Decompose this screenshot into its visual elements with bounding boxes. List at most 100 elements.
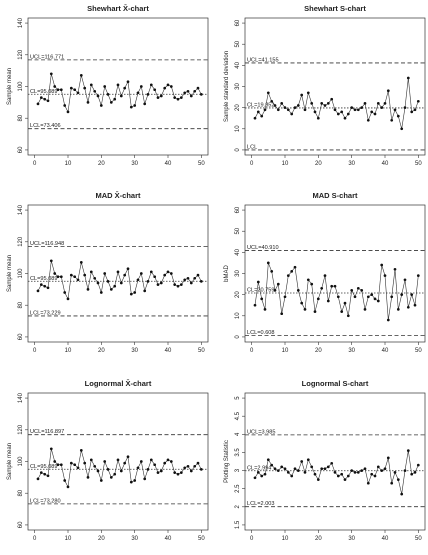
x-tick-label: 0 xyxy=(250,348,254,354)
chart-panel-4: MAD S-chart bMAD 0 10 20 30 40 50 60 0 10 20 30 40 50 U… xyxy=(224,191,426,354)
y-tick-label: 60 xyxy=(235,19,241,26)
center-label: CL=2.994 xyxy=(247,465,271,471)
data-point xyxy=(320,102,324,105)
x-tick-label: 0 xyxy=(33,348,37,354)
data-point xyxy=(333,471,337,474)
x-tick-label: 10 xyxy=(282,161,289,167)
x-tick-label: 50 xyxy=(198,348,205,354)
x-tick-label: 40 xyxy=(165,348,172,354)
data-point xyxy=(63,291,67,294)
data-point xyxy=(383,102,387,105)
data-point xyxy=(413,303,417,307)
data-point xyxy=(406,76,410,80)
data-point xyxy=(340,472,344,476)
data-point xyxy=(199,93,203,96)
data-point xyxy=(386,456,390,460)
data-point xyxy=(353,295,357,299)
data-point xyxy=(406,449,410,452)
data-point xyxy=(363,102,367,105)
data-point xyxy=(39,96,43,99)
data-point xyxy=(393,108,397,112)
data-point xyxy=(280,465,284,469)
data-point xyxy=(283,106,287,109)
data-point xyxy=(393,471,397,474)
y-axis-label: bMAD xyxy=(224,264,230,281)
y-tick-label: 4.5 xyxy=(235,411,241,420)
data-point xyxy=(273,467,277,471)
data-point xyxy=(346,474,350,478)
data-point xyxy=(266,261,270,265)
ucl-label: UCL=40.910 xyxy=(247,245,279,251)
data-point xyxy=(133,291,137,294)
data-point xyxy=(36,477,40,481)
y-tick-label: 60 xyxy=(18,333,24,340)
data-point xyxy=(129,105,133,109)
data-point xyxy=(336,474,340,478)
data-point xyxy=(293,265,297,269)
data-point xyxy=(196,86,200,90)
data-point xyxy=(106,280,110,283)
chart-title: Lognormal X̄-chart xyxy=(85,379,152,388)
data-point xyxy=(366,481,370,485)
data-point xyxy=(323,104,327,107)
x-tick-label: 10 xyxy=(282,536,289,542)
data-point xyxy=(199,280,203,283)
data-point xyxy=(123,273,127,277)
data-point xyxy=(133,104,137,107)
data-point xyxy=(156,283,160,286)
data-point xyxy=(153,275,157,279)
data-point xyxy=(350,469,354,472)
data-point xyxy=(193,276,197,280)
data-point xyxy=(386,318,390,322)
data-point xyxy=(76,91,80,95)
data-point xyxy=(173,96,177,99)
data-point xyxy=(253,476,257,480)
series-line xyxy=(37,73,202,113)
data-point xyxy=(280,312,284,316)
data-point xyxy=(310,102,314,105)
data-point xyxy=(260,474,264,478)
data-point xyxy=(393,267,397,271)
data-point xyxy=(370,472,374,476)
x-tick-label: 10 xyxy=(282,348,289,354)
data-point xyxy=(59,275,63,279)
data-point xyxy=(273,104,277,107)
data-point xyxy=(366,118,370,122)
data-point xyxy=(373,474,377,478)
data-point xyxy=(43,97,47,101)
data-point xyxy=(296,469,300,472)
data-point xyxy=(116,270,120,274)
data-point xyxy=(310,282,314,286)
x-tick-label: 20 xyxy=(98,536,105,542)
data-point xyxy=(300,93,304,97)
data-point xyxy=(83,273,87,277)
data-point xyxy=(113,284,117,288)
data-point xyxy=(303,108,307,112)
data-point xyxy=(156,471,160,474)
data-point xyxy=(53,460,57,463)
data-point xyxy=(400,127,404,131)
y-tick-label: 40 xyxy=(235,61,241,68)
data-point xyxy=(86,288,90,291)
data-point xyxy=(410,110,414,114)
data-point xyxy=(416,99,420,103)
data-point xyxy=(323,467,327,471)
data-point xyxy=(296,289,300,292)
center-label: CL=95.089 xyxy=(30,464,58,470)
data-point xyxy=(396,114,400,118)
ucl-label: UCL=116.771 xyxy=(30,54,64,60)
x-tick-label: 50 xyxy=(198,536,205,542)
data-point xyxy=(126,455,130,459)
data-point xyxy=(103,272,107,275)
data-point xyxy=(96,281,100,285)
data-point xyxy=(96,94,100,98)
y-tick-label: 2 xyxy=(235,504,241,508)
data-point xyxy=(316,478,320,481)
data-point xyxy=(39,283,43,286)
data-point xyxy=(253,116,257,120)
x-tick-label: 40 xyxy=(382,348,389,354)
chart-panel-6: Lognormal S-chart Plotting Statistic 1.5 2 2… xyxy=(224,379,426,542)
data-point xyxy=(296,104,300,107)
y-tick-label: 60 xyxy=(18,146,24,153)
